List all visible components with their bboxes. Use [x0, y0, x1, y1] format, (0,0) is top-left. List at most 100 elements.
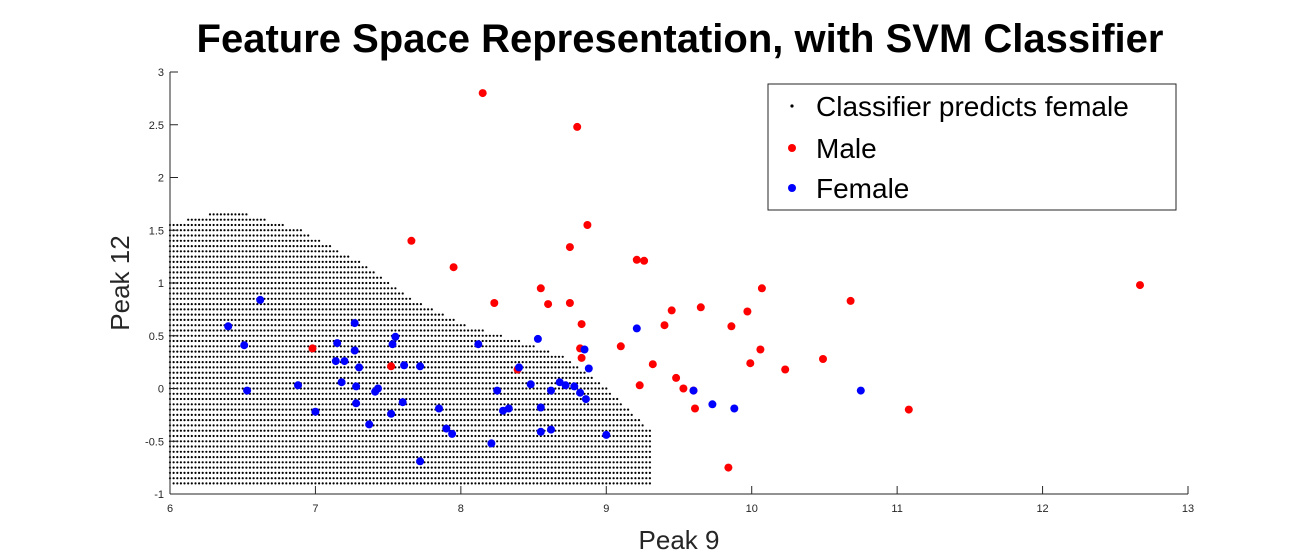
region-point [394, 482, 397, 485]
region-point [390, 329, 393, 332]
region-point [179, 329, 182, 332]
region-point [383, 413, 386, 416]
region-point [536, 477, 539, 480]
region-point [219, 297, 222, 300]
region-point [372, 456, 375, 459]
region-point [365, 376, 368, 379]
region-point [238, 371, 241, 374]
region-point [605, 440, 608, 443]
region-point [459, 456, 462, 459]
region-point [299, 466, 302, 469]
region-point [517, 397, 521, 401]
region-point [350, 366, 353, 369]
region-point [227, 419, 230, 422]
region-point [288, 440, 292, 443]
region-point [405, 308, 408, 311]
region-point [361, 408, 364, 411]
region-point [241, 255, 244, 258]
region-point [405, 303, 408, 306]
region-point [245, 397, 248, 401]
region-point [310, 419, 313, 422]
region-point [401, 376, 404, 379]
region-point [419, 329, 422, 332]
region-point [201, 276, 204, 279]
region-point [216, 450, 219, 453]
region-point [481, 461, 484, 464]
region-point [216, 482, 219, 485]
region-point [314, 334, 317, 337]
region-point [190, 255, 193, 258]
region-point [172, 245, 175, 248]
region-point [223, 297, 226, 300]
region-point [499, 466, 502, 469]
region-point [405, 387, 408, 390]
region-point [172, 424, 175, 427]
region-point [576, 471, 579, 474]
region-point [474, 461, 477, 464]
region-point [325, 382, 328, 385]
region-point [416, 308, 419, 311]
region-point [179, 429, 182, 432]
region-point [292, 387, 295, 390]
region-point [507, 440, 510, 443]
region-point [332, 445, 335, 448]
region-point [503, 355, 506, 358]
region-point [383, 371, 386, 374]
region-point [619, 434, 622, 438]
region-point [292, 313, 295, 316]
region-point [296, 318, 299, 321]
region-point [194, 471, 197, 474]
region-point [256, 397, 259, 401]
region-point [405, 466, 408, 469]
region-point [179, 350, 182, 353]
region-point [219, 471, 222, 474]
region-point [307, 355, 310, 358]
female-point [243, 386, 252, 395]
region-point [336, 324, 339, 327]
region-point [278, 376, 281, 379]
region-point [350, 461, 353, 464]
region-point [445, 397, 448, 401]
region-point [387, 318, 390, 321]
region-point [248, 371, 252, 374]
region-point [532, 429, 535, 432]
region-point [459, 397, 462, 401]
region-point [528, 440, 532, 443]
region-point [339, 450, 342, 453]
region-point [198, 456, 201, 459]
region-point [259, 355, 262, 358]
region-point [408, 403, 412, 406]
region-point [398, 456, 401, 459]
region-point [325, 434, 328, 438]
region-point [481, 413, 484, 416]
region-point [445, 371, 448, 374]
region-point [347, 397, 350, 401]
region-point [285, 482, 288, 485]
region-point [227, 213, 230, 216]
region-point [270, 339, 273, 343]
region-point [216, 345, 219, 348]
region-point [310, 239, 313, 242]
region-point [590, 382, 593, 385]
region-point [419, 445, 422, 448]
region-point [321, 313, 324, 316]
region-point [459, 361, 462, 364]
region-point [310, 271, 313, 274]
region-point [510, 456, 513, 459]
region-point [318, 355, 321, 358]
region-point [194, 445, 197, 448]
region-point [605, 466, 608, 469]
region-point [303, 419, 306, 422]
region-point [383, 408, 386, 411]
region-point [216, 419, 219, 422]
region-point [605, 477, 608, 480]
region-point [568, 477, 572, 480]
region-point [296, 234, 299, 237]
region-point [328, 308, 332, 311]
region-point [288, 245, 292, 248]
region-point [430, 466, 433, 469]
region-point [481, 477, 484, 480]
region-point [303, 260, 306, 263]
region-point [492, 450, 495, 453]
female-point [536, 403, 545, 412]
